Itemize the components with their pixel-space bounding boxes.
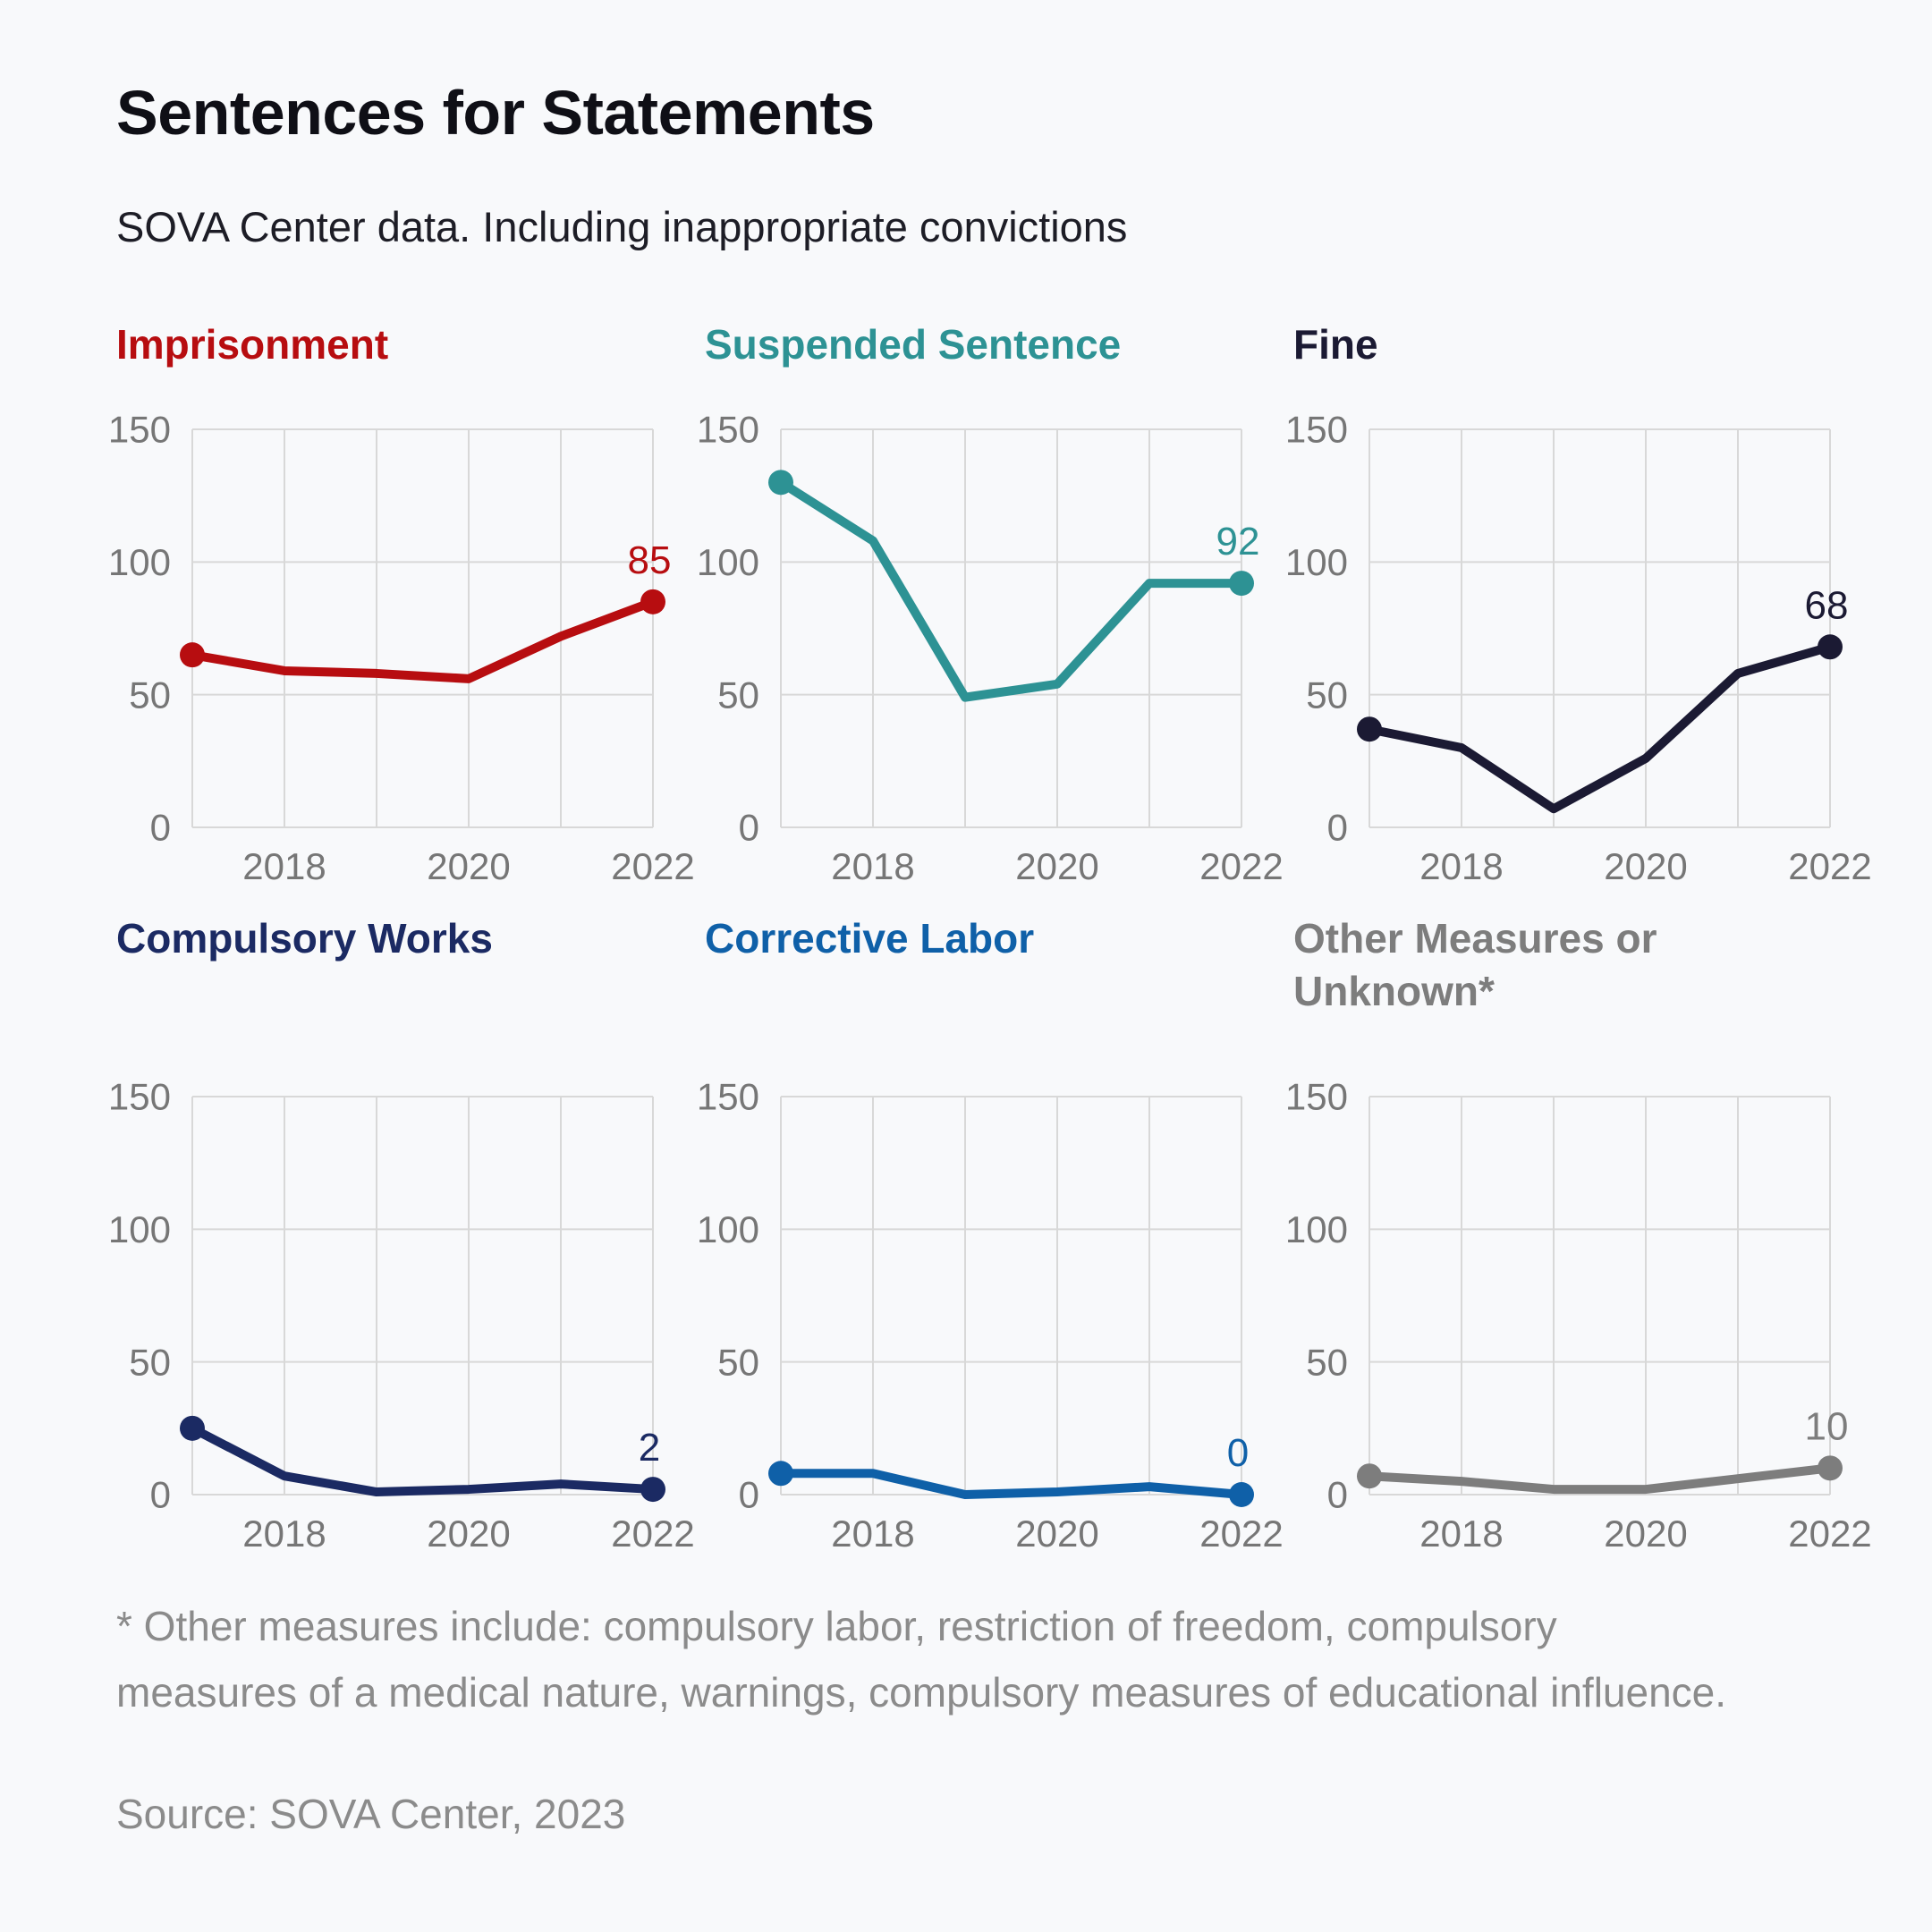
- x-tick-label: 2020: [427, 1513, 510, 1555]
- y-tick-label: 50: [1306, 674, 1348, 716]
- end-value-label: 92: [1216, 520, 1260, 564]
- chart-canvas-imprisonment: 0 50 100 150 2018 2020 2022 85: [108, 409, 695, 887]
- x-tick-label: 2018: [1419, 1513, 1503, 1555]
- x-tick-label: 2020: [1604, 845, 1687, 887]
- chart-canvas-corrective-labor: 0 50 100 150 2018 2020 2022 0: [697, 1076, 1284, 1555]
- endpoint-dot: [640, 1477, 665, 1503]
- y-tick-label: 100: [1285, 1208, 1348, 1250]
- series-line: [1365, 1463, 1835, 1495]
- chart-panel-imprisonment: Imprisonment 0 50 100 150 2018 2020 2022 85: [108, 318, 695, 912]
- y-tick-label: 50: [1306, 1341, 1348, 1383]
- end-value-label: 68: [1805, 583, 1849, 627]
- chart-title-imprisonment: Imprisonment: [116, 321, 389, 369]
- x-tick-label: 2022: [611, 1513, 694, 1555]
- y-tick-label: 50: [129, 674, 171, 716]
- y-tick-label: 0: [739, 1474, 759, 1516]
- y-tick-label: 0: [1327, 1474, 1348, 1516]
- y-tick-label: 150: [108, 1076, 171, 1118]
- y-tick-label: 50: [129, 1341, 171, 1383]
- series-line: [1365, 642, 1835, 814]
- x-tick-label: 2018: [1419, 845, 1503, 887]
- chart-canvas-fine: 0 50 100 150 2018 2020 2022 68: [1285, 409, 1872, 887]
- y-tick-label: 50: [717, 1341, 759, 1383]
- x-tick-label: 2018: [831, 845, 914, 887]
- y-tick-label: 150: [697, 1076, 759, 1118]
- x-tick-label: 2018: [242, 845, 326, 887]
- chart-panel-suspended-sentence: Suspended Sentence 0 50 100 150 2018 2020 2022…: [697, 318, 1284, 912]
- y-tick-label: 100: [697, 1208, 759, 1250]
- series-line: [776, 1469, 1246, 1500]
- chart-canvas-suspended-sentence: 0 50 100 150 2018 2020 2022 92: [697, 409, 1284, 887]
- chart-title-fine: Fine: [1293, 321, 1378, 369]
- chart-title-corrective-labor: Corrective Labor: [705, 915, 1035, 962]
- series-line: [188, 597, 657, 683]
- x-tick-label: 2022: [1788, 1513, 1871, 1555]
- y-tick-label: 50: [717, 674, 759, 716]
- y-tick-label: 100: [1285, 541, 1348, 583]
- y-tick-label: 0: [1327, 807, 1348, 849]
- chart-panel-other-measures: Other Measures or Unknown* 0 50 100 150 2018…: [1285, 912, 1872, 1580]
- endpoint-dot: [1818, 634, 1843, 660]
- x-tick-label: 2022: [1788, 845, 1871, 887]
- page-subtitle: SOVA Center data. Including inappropriat…: [116, 203, 1128, 250]
- y-tick-label: 0: [150, 807, 171, 849]
- y-tick-label: 0: [150, 1474, 171, 1516]
- y-tick-label: 100: [108, 541, 171, 583]
- x-tick-label: 2022: [1199, 845, 1283, 887]
- x-tick-label: 2022: [1199, 1513, 1283, 1555]
- charts-grid: Imprisonment 0 50 100 150 2018 2020 2022 85 Sus…: [108, 318, 1872, 1580]
- x-tick-label: 2018: [831, 1513, 914, 1555]
- chart-title-other-measures: Other Measures or Unknown*: [1293, 915, 1657, 1014]
- x-tick-label: 2022: [611, 845, 694, 887]
- endpoint-dot: [640, 589, 665, 614]
- endpoint-dot: [768, 1461, 793, 1487]
- end-value-label: 10: [1805, 1404, 1849, 1448]
- x-tick-label: 2020: [1015, 1513, 1098, 1555]
- x-tick-label: 2020: [1015, 845, 1098, 887]
- x-tick-label: 2020: [1604, 1513, 1687, 1555]
- y-tick-label: 150: [1285, 1076, 1348, 1118]
- chart-canvas-other-measures: 0 50 100 150 2018 2020 2022 10: [1285, 1076, 1872, 1555]
- endpoint-dot: [1229, 1482, 1254, 1508]
- series-line: [188, 1423, 657, 1497]
- endpoint-dot: [1229, 571, 1254, 597]
- chart-canvas-compulsory-works: 0 50 100 150 2018 2020 2022 2: [108, 1076, 695, 1555]
- y-tick-label: 0: [739, 807, 759, 849]
- chart-panel-fine: Fine 0 50 100 150 2018 2020 2022 68: [1285, 318, 1872, 912]
- y-tick-label: 100: [108, 1208, 171, 1250]
- endpoint-dot: [1357, 716, 1382, 742]
- source-text: Source: SOVA Center, 2023: [116, 1791, 626, 1838]
- endpoint-dot: [180, 642, 205, 668]
- chart-panel-corrective-labor: Corrective Labor 0 50 100 150 2018 2020 2022 0: [697, 912, 1284, 1580]
- y-tick-label: 150: [108, 409, 171, 451]
- endpoint-dot: [1357, 1463, 1382, 1489]
- chart-panel-compulsory-works: Compulsory Works 0 50 100 150 2018 2020 2022 2: [108, 912, 695, 1580]
- x-tick-label: 2020: [427, 845, 510, 887]
- end-value-label: 85: [628, 538, 672, 582]
- end-value-label: 0: [1227, 1431, 1249, 1475]
- x-tick-label: 2018: [242, 1513, 326, 1555]
- series-line: [776, 478, 1246, 702]
- endpoint-dot: [768, 470, 793, 496]
- chart-title-compulsory-works: Compulsory Works: [116, 915, 493, 962]
- endpoint-dot: [180, 1415, 205, 1441]
- footnote-text: * Other measures include: compulsory lab…: [116, 1603, 1727, 1716]
- chart-title-suspended-sentence: Suspended Sentence: [705, 321, 1122, 369]
- y-tick-label: 100: [697, 541, 759, 583]
- y-tick-label: 150: [697, 409, 759, 451]
- y-tick-label: 150: [1285, 409, 1348, 451]
- endpoint-dot: [1818, 1455, 1843, 1481]
- page-title: Sentences for Statements: [116, 78, 875, 148]
- end-value-label: 2: [639, 1426, 660, 1470]
